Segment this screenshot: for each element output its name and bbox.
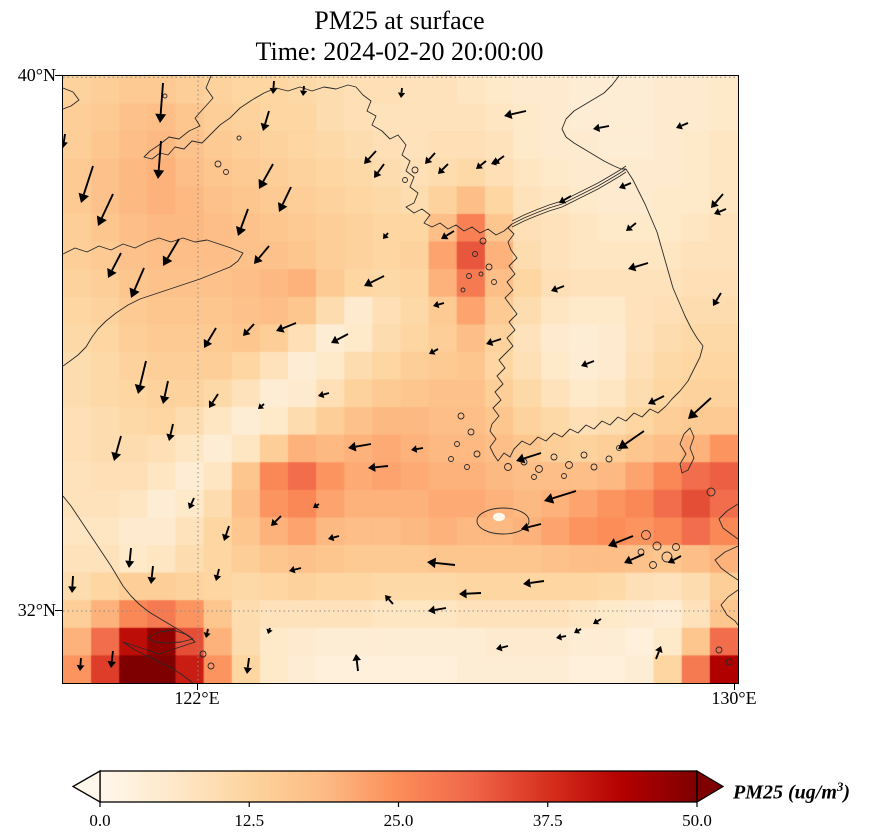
svg-text:25.0: 25.0: [384, 811, 414, 830]
map-axes: [62, 75, 739, 684]
pm25-heatmap: [63, 76, 738, 683]
xtick-130E: 130°E: [711, 688, 757, 708]
colorbar-body: [71, 769, 725, 804]
ytick-40N: 40°N: [17, 65, 56, 85]
colorbar-label-sup: 3: [836, 779, 844, 794]
colorbar-label: PM25 (ug/m3): [733, 770, 850, 804]
plot-subtitle-time: Time: 2024-02-20 20:00:00: [255, 37, 544, 66]
ytick-32N: 32°N: [17, 600, 56, 620]
colorbar-label-close: ): [843, 781, 851, 804]
svg-text:12.5: 12.5: [234, 811, 264, 830]
ytickmark-32N: [55, 610, 62, 611]
svg-text:0.0: 0.0: [89, 811, 110, 830]
colorbar-ticks: 0.0 12.5 25.0 37.5 50.0: [89, 802, 712, 830]
coastlines: [63, 76, 738, 683]
xtick-122E: 122°E: [174, 688, 220, 708]
plot-title: PM25 at surface: [314, 6, 485, 35]
colorbar-svg: 0.0 12.5 25.0 37.5 50.0: [71, 769, 725, 830]
ytickmark-40N: [55, 75, 62, 76]
figure-title: PM25 at surface Time: 2024-02-20 20:00:0…: [62, 5, 737, 67]
wind-quiver-arrows: [63, 80, 727, 674]
xtickmark-122E: [197, 683, 198, 690]
colorbar: 0.0 12.5 25.0 37.5 50.0: [60, 768, 750, 839]
xtickmark-130E: [734, 683, 736, 690]
svg-text:50.0: 50.0: [682, 811, 712, 830]
map-overlay: [63, 76, 738, 683]
graticule-gridlines: [63, 76, 738, 683]
svg-text:37.5: 37.5: [533, 811, 563, 830]
colorbar-label-main: PM25 (ug/m: [733, 781, 837, 804]
